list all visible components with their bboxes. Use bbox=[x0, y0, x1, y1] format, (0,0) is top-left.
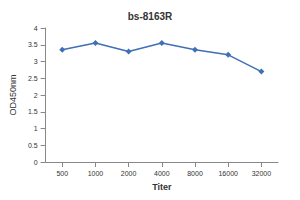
svg-text:0: 0 bbox=[34, 159, 38, 166]
svg-text:0.5: 0.5 bbox=[28, 142, 38, 149]
svg-text:1: 1 bbox=[34, 125, 38, 132]
svg-text:1000: 1000 bbox=[88, 170, 104, 177]
svg-text:8000: 8000 bbox=[187, 170, 203, 177]
svg-text:500: 500 bbox=[56, 170, 68, 177]
svg-text:2: 2 bbox=[34, 92, 38, 99]
svg-text:bs-8163R: bs-8163R bbox=[128, 11, 173, 22]
svg-text:3: 3 bbox=[34, 58, 38, 65]
svg-text:Titer: Titer bbox=[152, 182, 172, 192]
svg-text:32000: 32000 bbox=[252, 170, 272, 177]
svg-text:16000: 16000 bbox=[218, 170, 238, 177]
svg-text:2000: 2000 bbox=[121, 170, 137, 177]
svg-text:1.5: 1.5 bbox=[28, 108, 38, 115]
svg-text:OD450nm: OD450nm bbox=[8, 74, 18, 115]
svg-text:3.5: 3.5 bbox=[28, 41, 38, 48]
svg-text:4000: 4000 bbox=[154, 170, 170, 177]
svg-text:2.5: 2.5 bbox=[28, 75, 38, 82]
svg-text:4: 4 bbox=[34, 25, 38, 32]
